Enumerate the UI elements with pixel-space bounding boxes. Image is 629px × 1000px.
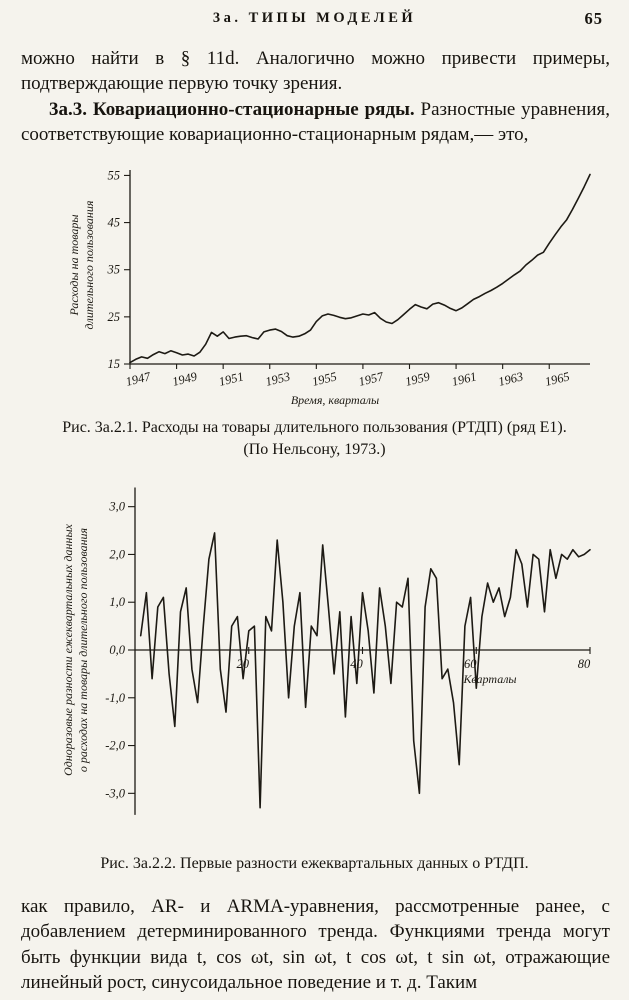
svg-text:15: 15 (108, 357, 121, 371)
paragraph-section-3a3: 3а.3. Ковариационно-стационарные ряды. Р… (21, 97, 610, 148)
svg-text:-3,0: -3,0 (105, 786, 126, 800)
svg-text:80: 80 (578, 657, 591, 671)
figure2-chart: 3,02,01,00,0-1,0-2,0-3,020 40 60 80Кварталы… (61, 487, 591, 815)
svg-text:Расходы на товары: Расходы на товары (67, 215, 81, 317)
svg-text:2,0: 2,0 (109, 547, 125, 561)
svg-text:40: 40 (350, 657, 363, 671)
paragraph-continuation: можно найти в § 11d. Аналогично можно пр… (21, 48, 610, 95)
svg-text:1965: 1965 (543, 369, 571, 389)
svg-text:1949: 1949 (171, 369, 199, 389)
section-heading: 3а.3. Ковариационно-стационарные ряды. (49, 99, 415, 120)
figure-rtdp-levels: 15 25 35 45 55 1947 1949 1951 1953 1955 1957 1959 19… (50, 152, 610, 414)
svg-text:1,0: 1,0 (109, 595, 125, 609)
svg-text:о расходах на товары длительно: о расходах на товары длительного пользов… (76, 527, 90, 772)
svg-text:-1,0: -1,0 (105, 691, 126, 705)
figure2-caption: Рис. 3а.2.2. Первые разности ежекварталь… (100, 855, 529, 872)
figure1-caption-line2: (По Нельсону, 1973.) (243, 441, 386, 459)
figure1-chart: 15 25 35 45 55 1947 1949 1951 1953 1955 1957 1959 19… (67, 168, 591, 407)
page-number: 65 (584, 9, 603, 28)
svg-text:Одноразовые разности ежекварта: Одноразовые разности ежеквартальных данн… (61, 523, 75, 775)
svg-text:25: 25 (108, 310, 121, 324)
svg-text:20: 20 (237, 657, 250, 671)
svg-text:1955: 1955 (311, 369, 339, 389)
figure1-caption-line1: Рис. 3а.2.1. Расходы на товары длительно… (62, 419, 567, 436)
svg-text:1953: 1953 (264, 369, 292, 389)
figure-rtdp-differences: 3,0 2,0 1,0 0,0 -1,0 -2,0 -3,0 20 40 60 80 Кварталы… (40, 466, 615, 848)
data-series-line (139, 532, 591, 809)
svg-text:Время, кварталы: Время, кварталы (291, 393, 379, 407)
svg-text:3,0: 3,0 (108, 500, 125, 514)
svg-text:0,0: 0,0 (109, 643, 125, 657)
svg-text:1951: 1951 (217, 369, 245, 389)
chapter-title: 3а. ТИПЫ МОДЕЛЕЙ (212, 10, 417, 26)
svg-text:35: 35 (107, 263, 121, 277)
svg-text:длительного пользования: длительного пользования (82, 200, 96, 329)
svg-text:1959: 1959 (404, 369, 432, 389)
svg-text:1963: 1963 (497, 369, 525, 389)
section-body-text: Разностные уравнения, соответствующие ко… (21, 99, 610, 146)
svg-text:55: 55 (108, 168, 121, 182)
data-series-line (129, 173, 591, 364)
svg-text:1957: 1957 (357, 369, 385, 389)
svg-text:Кварталы: Кварталы (462, 672, 516, 686)
running-header: 3а. ТИПЫ МОДЕЛЕЙ 65 (0, 9, 629, 32)
paragraph-bottom: как правило, AR- и ARMA-уравнения, рассм… (21, 896, 610, 993)
svg-text:-2,0: -2,0 (105, 739, 126, 753)
svg-text:45: 45 (108, 216, 121, 230)
svg-text:1961: 1961 (450, 369, 478, 389)
svg-text:1947: 1947 (124, 369, 152, 389)
figure1-caption: Рис. 3а.2.1. Расходы на товары длительно… (20, 417, 609, 462)
